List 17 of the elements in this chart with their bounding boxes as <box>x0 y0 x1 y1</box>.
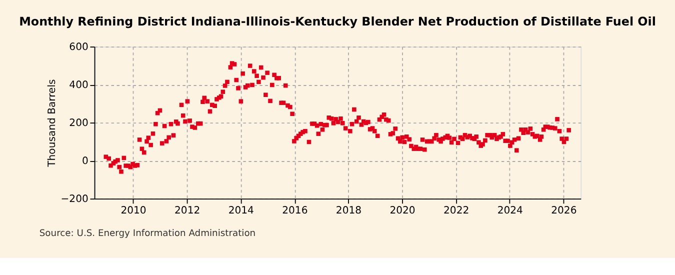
x-tick-label: 2022 <box>444 206 470 217</box>
x-tick-label: 2014 <box>228 206 254 217</box>
chart-title: Monthly Refining District Indiana-Illinois-Kentucky Blender Net Production of Distillate Fuel Oil <box>19 14 656 29</box>
y-tick-label: 600 <box>69 42 88 53</box>
source-note: Source: U.S. Energy Information Administration <box>39 229 256 240</box>
x-tick-label: 2010 <box>120 206 146 217</box>
x-tick-label: 2024 <box>497 206 523 217</box>
y-tick-label: 200 <box>69 118 88 129</box>
x-tick-label: 2012 <box>174 206 200 217</box>
y-tick-label: 0 <box>82 156 88 167</box>
x-tick-label: 2016 <box>282 206 308 217</box>
y-tick-label: −200 <box>60 194 88 205</box>
x-tick-label: 2020 <box>390 206 416 217</box>
x-tick-label: 2018 <box>336 206 362 217</box>
y-axis-title: Thousand Barrels <box>47 79 58 168</box>
y-tick-label: 400 <box>69 80 88 91</box>
x-tick-label: 2026 <box>551 206 577 217</box>
